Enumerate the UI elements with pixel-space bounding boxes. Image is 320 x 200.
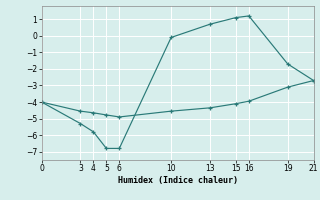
- X-axis label: Humidex (Indice chaleur): Humidex (Indice chaleur): [118, 176, 237, 185]
